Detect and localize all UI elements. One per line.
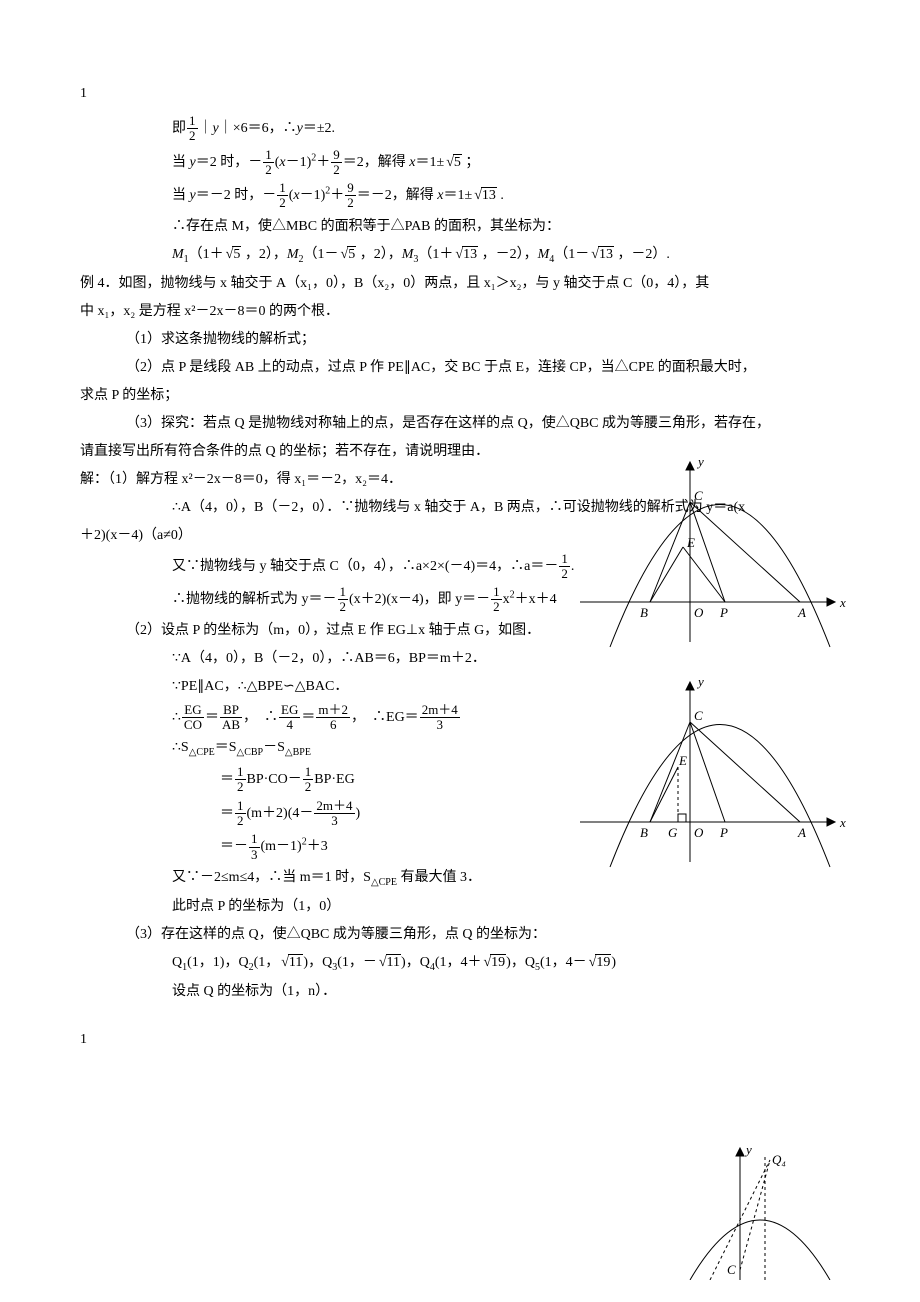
point-label-e: E xyxy=(686,535,695,550)
axis-label-y: y xyxy=(744,1142,752,1157)
text-line: 当 y＝2 时，－12(x－1)2＋92＝2，解得 x＝1±5 ； xyxy=(80,146,840,180)
text-line: Q1(1，1)，Q2(1，11)，Q3(1，－11)，Q4(1，4＋19)，Q5… xyxy=(80,949,840,978)
point-label-o: O xyxy=(694,605,704,620)
text-line: ∴存在点 M，使△MBC 的面积等于△PAB 的面积，其坐标为： xyxy=(80,213,840,241)
text-line: （3）存在这样的点 Q，使△QBC 成为等腰三角形，点 Q 的坐标为： xyxy=(80,921,840,949)
page-number-top: 1 xyxy=(80,80,840,108)
text-line: M1（1＋5 ，2），M2（1－5 ，2），M3（1＋13 ，－2），M4（1－… xyxy=(80,241,840,270)
point-label-p: P xyxy=(719,605,728,620)
figure-parabola-3: y Q₄ C xyxy=(670,1140,850,1280)
figure-parabola-2: x y O B A P C E G xyxy=(570,672,850,872)
point-label-a: A xyxy=(797,605,806,620)
point-label-q4: Q₄ xyxy=(772,1152,786,1167)
point-label-e: E xyxy=(678,753,687,768)
page-content: 1 即12｜y｜×6＝6，∴y＝±2. 当 y＝2 时，－12(x－1)2＋92… xyxy=(80,80,840,1054)
text-line: （2）点 P 是线段 AB 上的动点，过点 P 作 PE∥AC，交 BC 于点 … xyxy=(80,354,840,382)
axis-label-y: y xyxy=(696,674,704,689)
point-label-b: B xyxy=(640,605,648,620)
point-label-b: B xyxy=(640,825,648,840)
text-line: 设点 Q 的坐标为（1，n）． xyxy=(80,978,840,1006)
text-line: 此时点 P 的坐标为（1，0） xyxy=(80,893,840,921)
axis-label-x: x xyxy=(839,815,846,830)
point-label-c: C xyxy=(727,1262,736,1277)
text-line: （1）求这条抛物线的解析式； xyxy=(80,326,840,354)
point-label-g: G xyxy=(668,825,678,840)
point-label-o: O xyxy=(694,825,704,840)
text-line: 例 4．如图，抛物线与 x 轴交于 A（x₁，0），B（x₂，0）两点，且 x₁… xyxy=(80,270,840,298)
point-label-a: A xyxy=(797,825,806,840)
text-line: 当 y＝－2 时，－12(x－1)2＋92＝－2，解得 x＝1±13 . xyxy=(80,179,840,213)
text-line: （3）探究：若点 Q 是抛物线对称轴上的点，是否存在这样的点 Q，使△QBC 成… xyxy=(80,410,840,438)
point-label-p: P xyxy=(719,825,728,840)
text-line: 求点 P 的坐标； xyxy=(80,382,840,410)
axis-label-x: x xyxy=(839,595,846,610)
figure-parabola-1: x y O B A P C E xyxy=(570,452,850,652)
text-line: 即12｜y｜×6＝6，∴y＝±2. xyxy=(80,112,840,146)
text-line: 中 x₁，x₂ 是方程 x²－2x－8＝0 的两个根． xyxy=(80,298,840,326)
point-label-c: C xyxy=(694,708,703,723)
point-label-c: C xyxy=(694,488,703,503)
axis-label-y: y xyxy=(696,454,704,469)
page-number-bottom: 1 xyxy=(80,1026,840,1054)
